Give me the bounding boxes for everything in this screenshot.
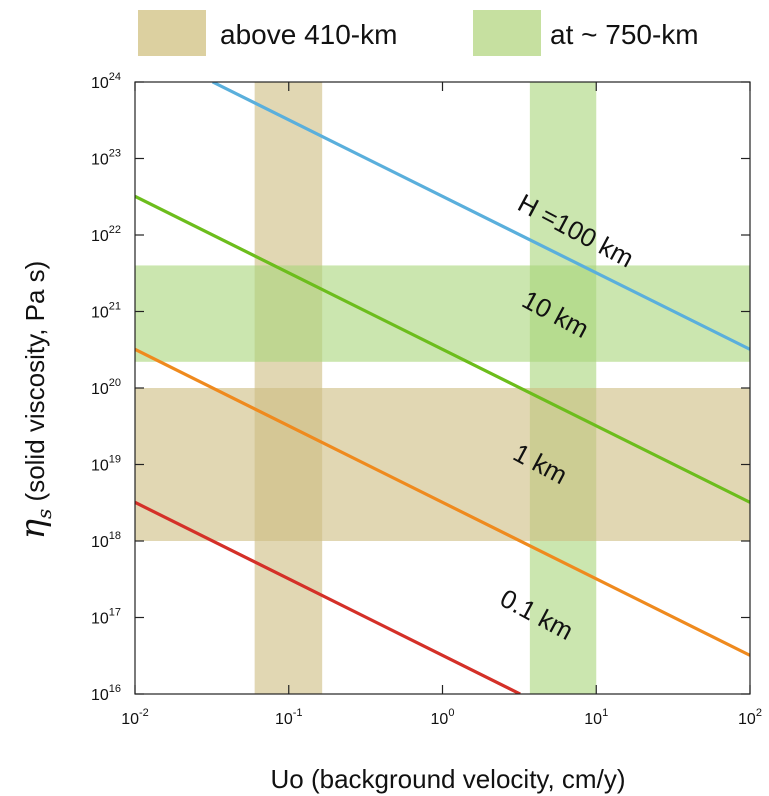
- shaded-bands: [135, 82, 750, 694]
- series-line-2: [135, 347, 750, 657]
- series-line-1: [135, 194, 750, 504]
- legend-swatch-0: [138, 10, 206, 56]
- legend-label-1: at ~ 750-km: [550, 19, 699, 50]
- x-axis: 10-2 10-1 100 101 102: [121, 82, 762, 728]
- y-tick-label: 1022: [91, 224, 121, 245]
- series-line-3: [135, 500, 521, 694]
- x-tick-label: 10-2: [121, 707, 149, 728]
- y-tick-label: 1016: [91, 683, 121, 704]
- y-tick-label: 1020: [91, 377, 121, 398]
- y-axis-symbol: η: [13, 518, 53, 539]
- y-tick-label: 1023: [91, 148, 121, 169]
- y-axis: 1016 1017 1018 1019 1020 1021 1022 1023 1024: [91, 71, 750, 704]
- band-y-2: [135, 388, 750, 541]
- x-tick-label: 100: [431, 707, 455, 728]
- x-tick-label: 102: [738, 707, 762, 728]
- y-tick-label: 1017: [91, 607, 121, 628]
- band-y-3: [135, 265, 750, 362]
- y-tick-label: 1019: [91, 454, 121, 475]
- legend: above 410-km at ~ 750-km: [138, 10, 699, 56]
- series-lines: [135, 82, 750, 694]
- x-tick-label: 101: [584, 707, 608, 728]
- legend-label-0: above 410-km: [220, 19, 397, 50]
- y-axis-symbol-subscript: s: [32, 509, 56, 519]
- y-tick-label: 1018: [91, 530, 121, 551]
- legend-swatch-1: [473, 10, 541, 56]
- y-tick-label: 1024: [91, 71, 121, 92]
- x-axis-label: Uo (background velocity, cm/y): [271, 764, 626, 794]
- series-line-0: [211, 82, 750, 351]
- y-tick-label: 1021: [91, 301, 121, 322]
- y-axis-text: (solid viscosity, Pa s): [20, 261, 50, 509]
- y-axis-label: ηs (solid viscosity, Pa s): [13, 261, 56, 540]
- x-tick-label: 10-1: [275, 707, 303, 728]
